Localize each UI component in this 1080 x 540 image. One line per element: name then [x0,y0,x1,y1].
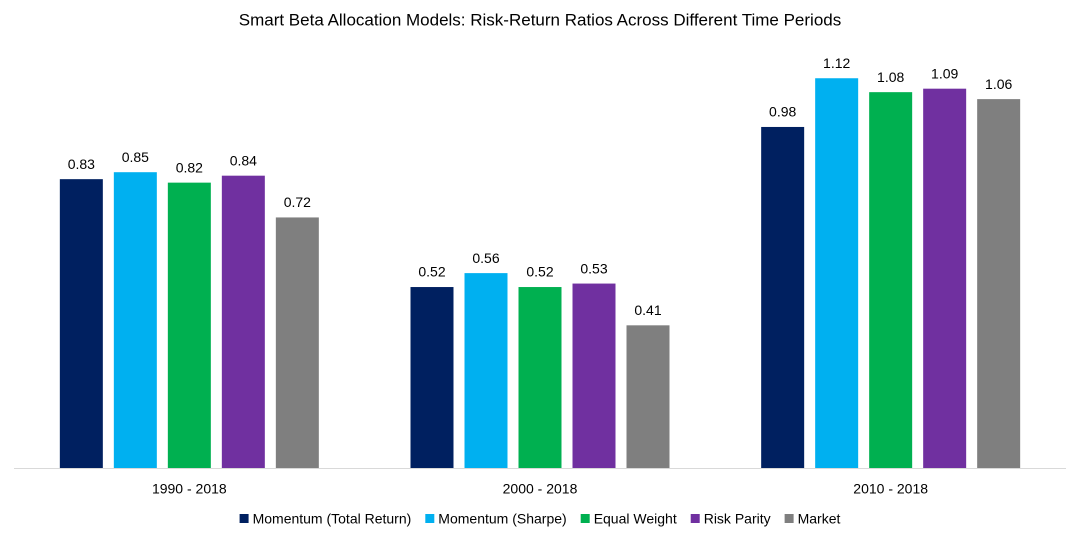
bar [626,325,670,468]
data-label: 1.09 [931,65,958,81]
data-label: 0.52 [418,264,445,280]
bar [923,88,967,469]
x-tick-label: 2010 - 2018 [853,481,928,497]
chart-title: Smart Beta Allocation Models: Risk-Retur… [239,10,841,29]
legend-swatch [690,514,700,523]
data-label: 0.53 [580,260,607,276]
legend-swatch [580,514,590,523]
data-label: 0.52 [526,264,553,280]
data-label: 0.41 [634,302,661,318]
x-tick-label: 2000 - 2018 [503,481,578,497]
bar [572,283,616,468]
data-label: 0.82 [176,159,203,175]
bar [113,172,157,468]
legend-label: Equal Weight [594,511,677,527]
legend-label: Momentum (Sharpe) [438,511,566,527]
bar [275,217,319,468]
legend-swatch [784,514,794,523]
legend-swatch [425,514,435,523]
x-tick-label: 1990 - 2018 [152,481,227,497]
bar [977,99,1021,469]
bar [761,126,805,469]
data-label: 1.08 [877,69,904,85]
bar [59,179,103,468]
legend-label: Risk Parity [704,511,771,527]
data-label: 0.72 [284,194,311,210]
bar [410,287,454,468]
data-label: 0.85 [122,149,149,165]
data-label: 0.98 [769,104,796,120]
bar [464,273,508,468]
data-label: 0.83 [68,156,95,172]
data-label: 0.84 [230,152,257,168]
bar [815,78,859,469]
bar [518,287,562,468]
data-label: 0.56 [472,250,499,266]
legend-label: Market [798,511,841,527]
legend-label: Momentum (Total Return) [253,511,412,527]
bar [221,175,265,468]
bar [167,182,211,468]
data-label: 1.12 [823,55,850,71]
bar [869,92,913,468]
data-label: 1.06 [985,76,1012,92]
legend-swatch [239,514,249,523]
